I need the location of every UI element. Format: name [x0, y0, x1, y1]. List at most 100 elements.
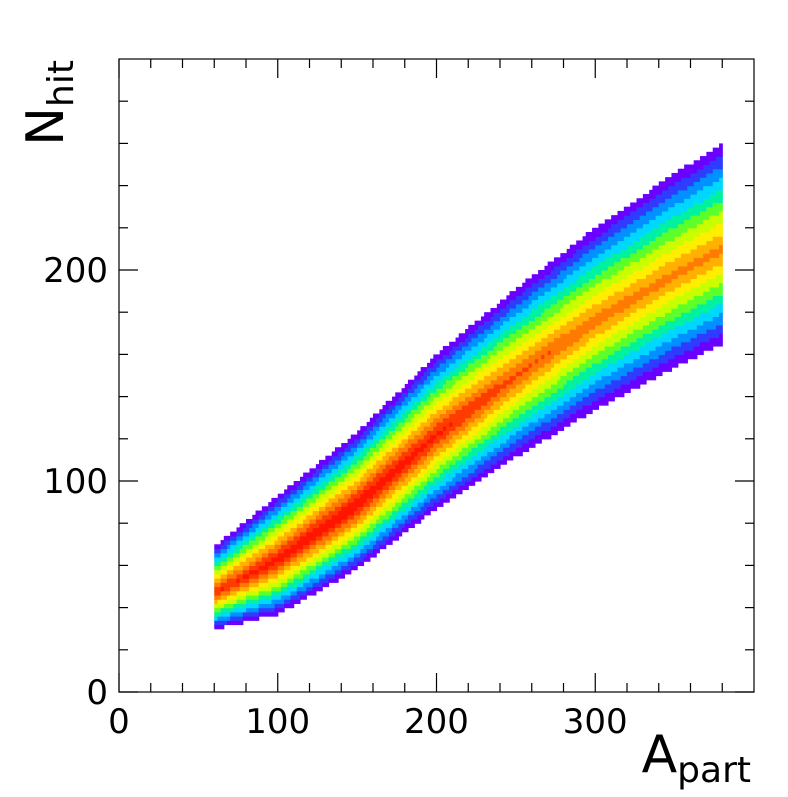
heatmap-cell — [344, 523, 349, 529]
heatmap-cell — [639, 295, 644, 301]
heatmap-cell — [652, 223, 657, 229]
heatmap-cell — [293, 523, 298, 529]
heatmap-cell — [639, 329, 644, 334]
heatmap-cell — [538, 278, 542, 284]
heatmap-cell — [582, 400, 587, 406]
heatmap-cell — [426, 417, 431, 423]
heatmap-cell — [500, 451, 504, 457]
heatmap-cell — [582, 371, 587, 377]
heatmap-cell — [465, 413, 469, 419]
heatmap-cell — [550, 354, 555, 360]
heatmap-cell — [531, 286, 536, 292]
heatmap-cell — [569, 405, 574, 410]
heatmap-cell — [398, 502, 403, 507]
heatmap-cell — [465, 409, 469, 415]
heatmap-cell — [642, 291, 647, 296]
heatmap-cell — [392, 405, 396, 410]
heatmap-cell — [369, 426, 374, 431]
heatmap-cell — [512, 400, 517, 406]
heatmap-cell — [522, 443, 527, 448]
heatmap-cell — [404, 468, 409, 474]
heatmap-cell — [642, 375, 647, 381]
heatmap-cell — [306, 514, 311, 520]
heatmap-cell — [433, 459, 438, 465]
heatmap-cell — [522, 413, 527, 419]
heatmap-cell — [360, 510, 365, 516]
heatmap-cell — [538, 333, 542, 339]
heatmap-cell — [319, 493, 323, 499]
heatmap-cell — [496, 447, 501, 453]
heatmap-cell — [395, 497, 399, 503]
heatmap-cell — [576, 295, 580, 301]
heatmap-cell — [220, 624, 225, 630]
heatmap-cell — [547, 261, 552, 267]
heatmap-cell — [353, 502, 358, 507]
heatmap-cell — [401, 426, 406, 431]
heatmap-cell — [607, 375, 612, 381]
heatmap-cell — [312, 510, 317, 516]
heatmap-cell — [607, 244, 612, 250]
heatmap-cell — [534, 320, 539, 326]
heatmap-cell — [385, 502, 390, 507]
heatmap-cell — [353, 481, 358, 486]
heatmap-cell — [563, 299, 568, 305]
heatmap-cell — [534, 426, 539, 431]
heatmap-cell — [579, 261, 584, 267]
heatmap-cell — [646, 345, 650, 351]
heatmap-cell — [404, 388, 409, 393]
heatmap-cell — [223, 616, 228, 621]
heatmap-cell — [500, 324, 504, 330]
heatmap-cell — [388, 510, 393, 516]
heatmap-cell — [312, 531, 317, 537]
heatmap-cell — [468, 333, 473, 339]
heatmap-cell — [474, 447, 479, 453]
heatmap-cell — [503, 333, 507, 339]
heatmap-cell — [376, 443, 380, 448]
heatmap-cell — [468, 459, 473, 465]
heatmap-cell — [515, 383, 520, 389]
heatmap-cell — [268, 561, 272, 566]
heatmap-cell — [452, 447, 457, 453]
heatmap-cell — [312, 552, 317, 558]
heatmap-cell — [639, 282, 644, 288]
heatmap-cell — [268, 531, 272, 537]
heatmap-cell — [280, 586, 285, 592]
heatmap-cell — [401, 514, 406, 520]
heatmap-cell — [576, 383, 580, 389]
heatmap-cell — [284, 518, 288, 524]
heatmap-cell — [604, 240, 609, 246]
heatmap-cell — [636, 307, 641, 313]
heatmap-cell — [382, 434, 387, 440]
heatmap-cell — [468, 426, 473, 431]
heatmap-cell — [563, 303, 568, 309]
heatmap-cell — [636, 232, 641, 237]
heatmap-cell — [547, 324, 552, 330]
heatmap-cell — [414, 438, 419, 444]
heatmap-cell — [534, 316, 539, 322]
heatmap-cell — [560, 265, 565, 271]
heatmap-cell — [503, 337, 507, 343]
heatmap-cell — [652, 295, 657, 301]
heatmap-cell — [328, 518, 333, 524]
heatmap-cell — [614, 354, 619, 360]
heatmap-cell — [652, 236, 657, 242]
heatmap-cell — [442, 417, 447, 423]
heatmap-cell — [344, 476, 349, 482]
heatmap-cell — [506, 451, 511, 457]
heatmap-cell — [563, 261, 568, 267]
heatmap-cell — [474, 434, 479, 440]
heatmap-cell — [471, 459, 476, 465]
heatmap-cell — [449, 464, 453, 469]
heatmap-cell — [277, 582, 282, 588]
heatmap-cell — [306, 548, 311, 554]
heatmap-cell — [436, 447, 441, 453]
heatmap-cell — [642, 265, 647, 271]
heatmap-cell — [490, 434, 495, 440]
heatmap-cell — [642, 236, 647, 242]
heatmap-cell — [582, 270, 587, 275]
heatmap-cell — [477, 417, 482, 423]
heatmap-cell — [563, 405, 568, 410]
heatmap-cell — [500, 345, 504, 351]
heatmap-cell — [360, 459, 365, 465]
heatmap-cell — [439, 354, 444, 360]
